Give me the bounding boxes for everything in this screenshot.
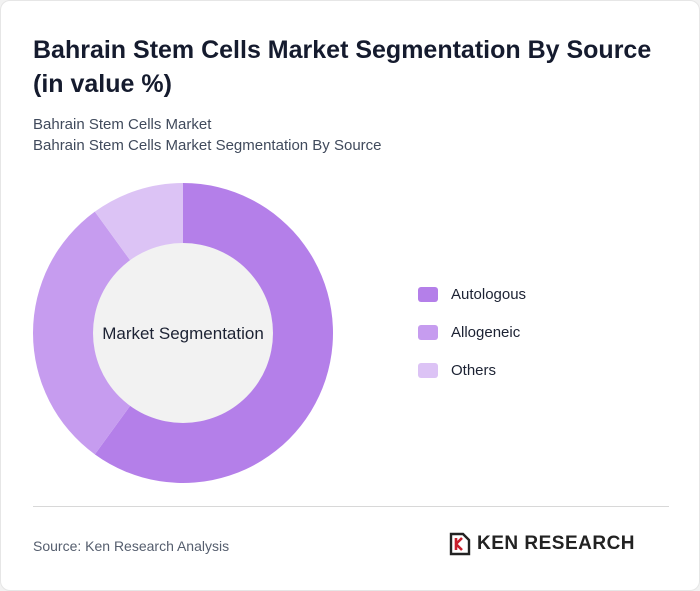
subtitle-line-1: Bahrain Stem Cells Market <box>33 116 212 133</box>
legend-label: Others <box>451 362 497 379</box>
donut-hole <box>93 243 273 423</box>
chart-subtitle: Bahrain Stem Cells Market Bahrain Stem C… <box>33 114 382 156</box>
legend-item-others: Others <box>418 361 526 380</box>
legend-swatch <box>418 287 438 302</box>
ken-research-logo: KEN RESEARCH <box>449 532 635 556</box>
chart-title: Bahrain Stem Cells Market Segmentation B… <box>33 36 652 98</box>
footer-divider <box>33 506 669 507</box>
legend-item-allogeneic: Allogeneic <box>418 323 526 342</box>
legend-label: Allogeneic <box>451 324 521 341</box>
source-note: Source: Ken Research Analysis <box>33 538 230 554</box>
legend-swatch <box>418 325 438 340</box>
logo-text: KEN RESEARCH <box>477 533 636 554</box>
legend-label: Autologous <box>451 286 527 303</box>
subtitle-line-2: Bahrain Stem Cells Market Segmentation B… <box>33 137 382 154</box>
legend-swatch <box>418 363 438 378</box>
donut-chart: Market Segmentation <box>32 183 334 483</box>
donut-center-label: Market Segmentation <box>102 324 264 343</box>
ken-research-logo-icon <box>449 532 471 556</box>
legend-item-autologous: Autologous <box>418 285 526 304</box>
chart-legend: Autologous Allogeneic Others <box>418 285 526 399</box>
